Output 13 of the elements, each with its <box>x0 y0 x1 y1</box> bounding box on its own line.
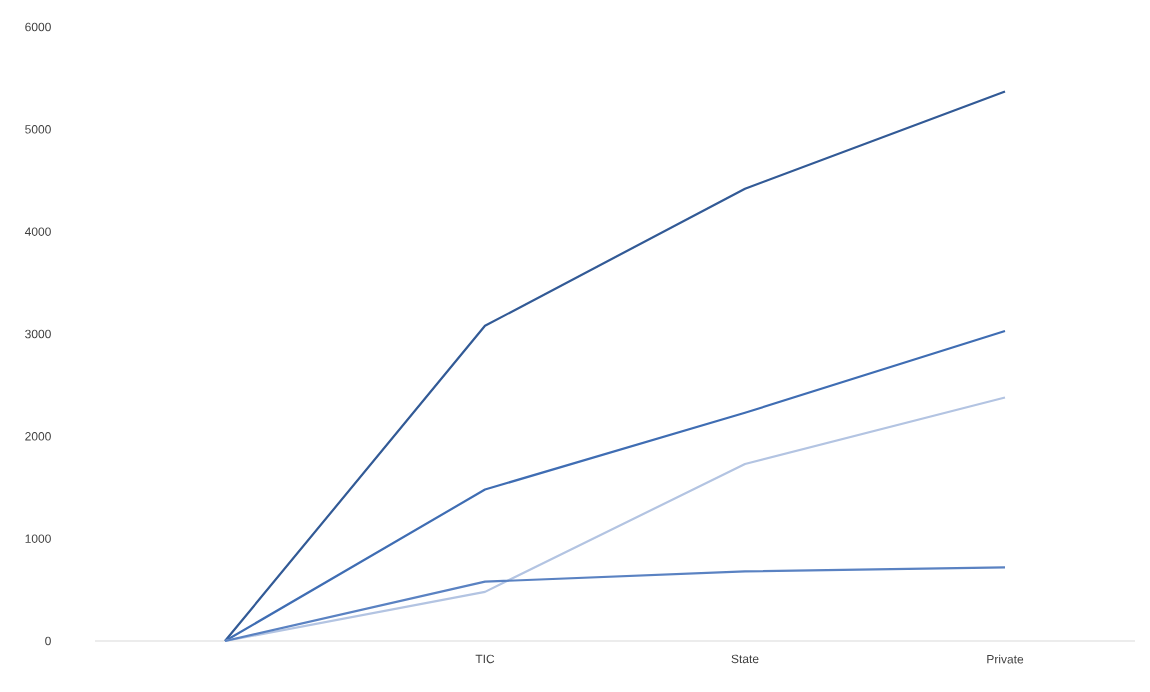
y-tick-label: 5000 <box>25 125 51 134</box>
x-tick-label: TIC <box>475 654 495 664</box>
x-tick-label: Private <box>987 654 1024 664</box>
x-tick-label: State <box>731 654 759 664</box>
y-tick-label: 0 <box>45 636 51 646</box>
line-series <box>223 566 1007 643</box>
line-series <box>223 90 1007 643</box>
y-tick-label: 3000 <box>25 329 51 339</box>
y-tick-label: 4000 <box>24 227 51 236</box>
y-tick-label: 6000 <box>25 22 51 32</box>
line-series <box>223 329 1007 643</box>
y-tick-label: 1000 <box>25 534 51 543</box>
y-tick-label: 2000 <box>25 432 51 441</box>
